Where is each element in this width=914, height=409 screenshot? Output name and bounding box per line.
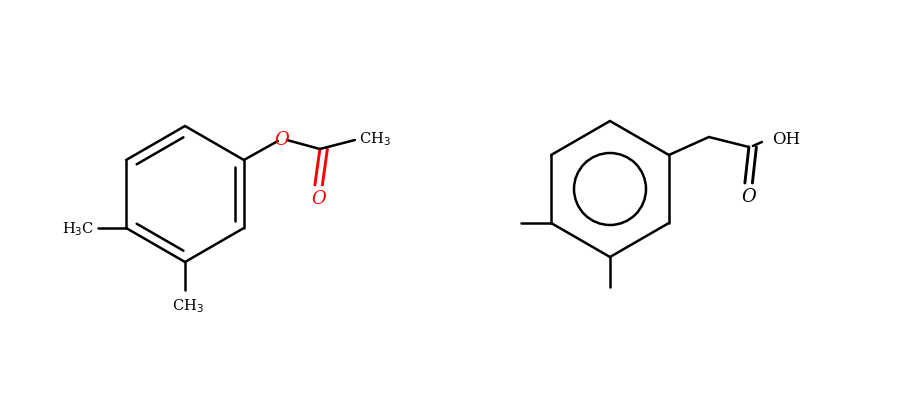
Text: H$_3$C: H$_3$C (62, 220, 94, 237)
Text: CH$_3$: CH$_3$ (359, 130, 390, 148)
Text: O: O (312, 189, 326, 207)
Text: O: O (741, 188, 756, 205)
Text: O: O (274, 131, 289, 148)
Text: OH: OH (772, 131, 800, 148)
Text: CH$_3$: CH$_3$ (172, 296, 204, 314)
